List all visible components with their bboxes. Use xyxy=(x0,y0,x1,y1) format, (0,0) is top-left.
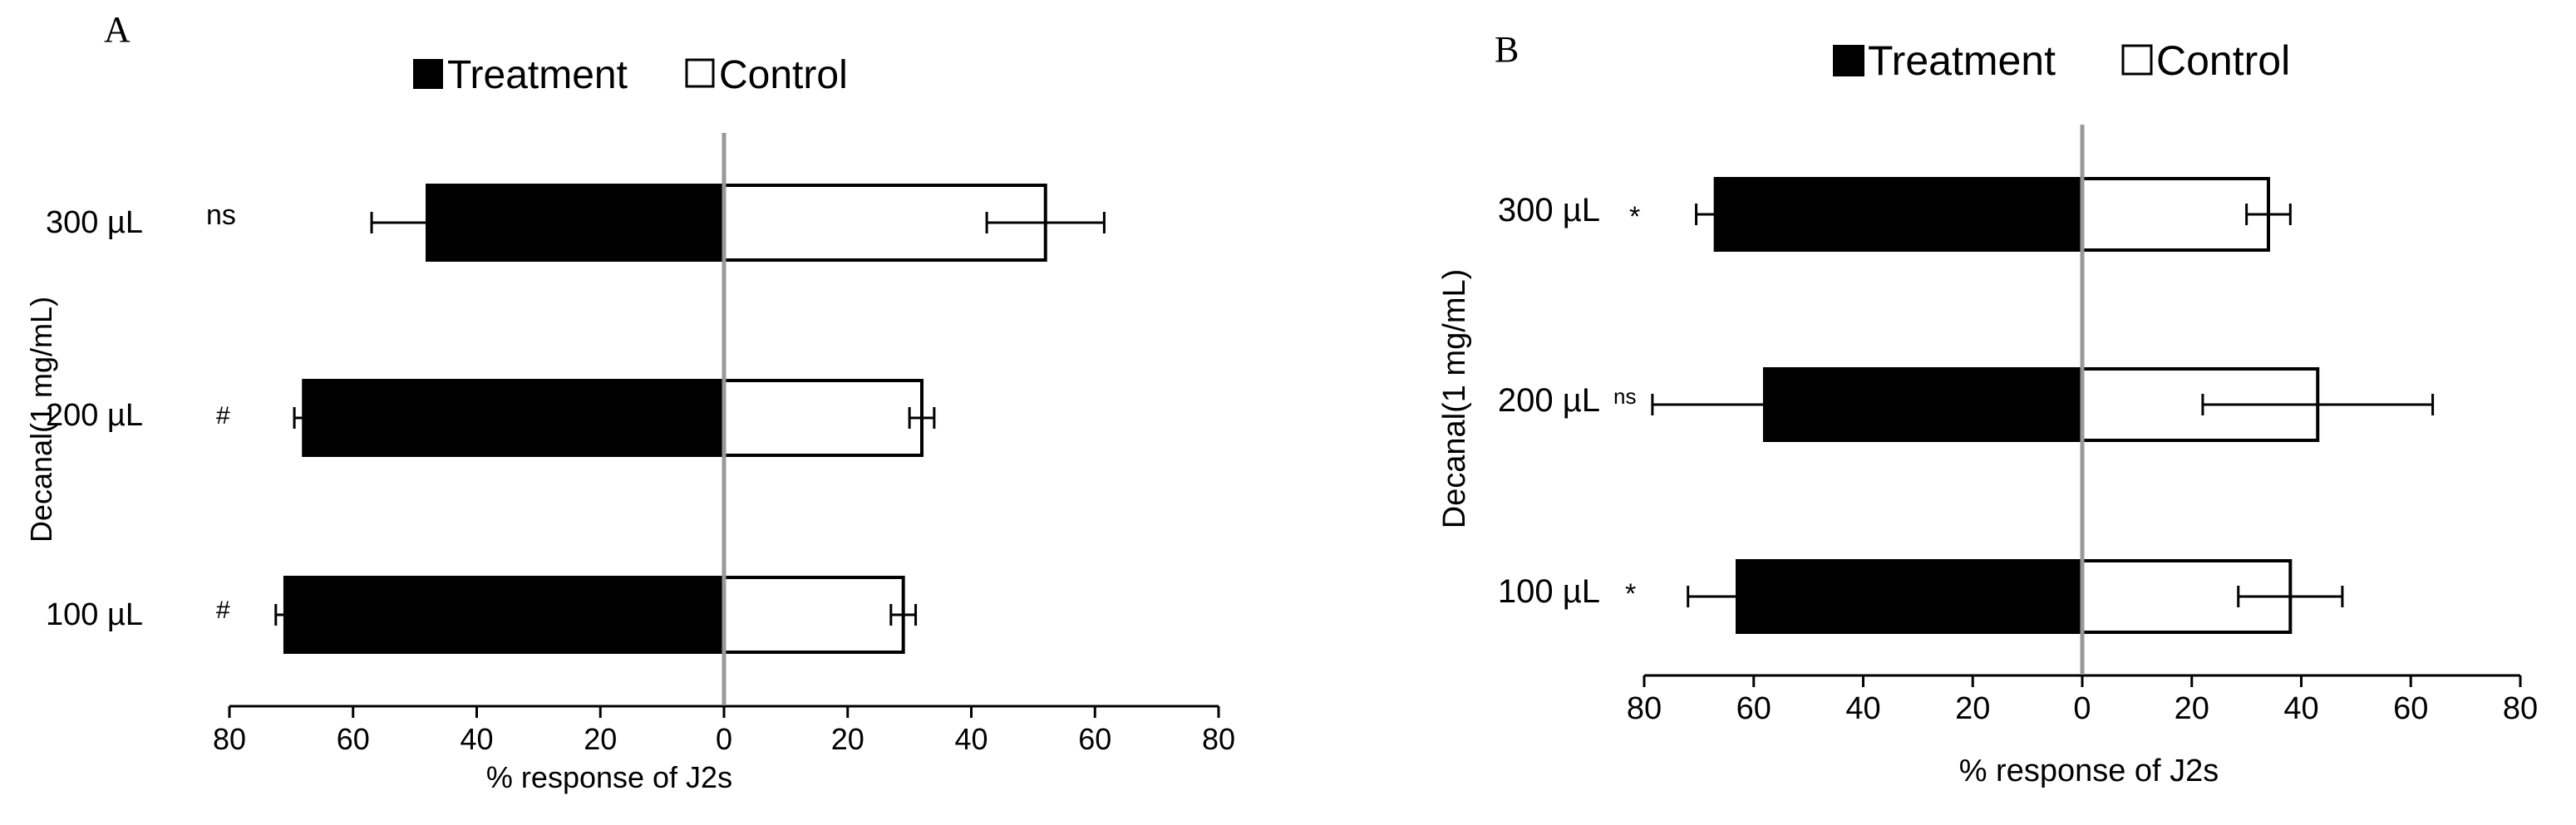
x-tick-label: 60 xyxy=(1736,691,1771,726)
control-bar xyxy=(722,379,924,457)
x-tick-label: 40 xyxy=(954,722,988,756)
x-tick-label: 80 xyxy=(1627,691,1662,726)
significance-label: * xyxy=(1625,578,1636,610)
panel-a-significance: ns # # xyxy=(206,199,236,624)
panel-a-plot: 80 60 40 20 0 20 40 60 80 xyxy=(213,133,1235,756)
panel-b-letter: B xyxy=(1495,29,1519,70)
legend-treatment-swatch xyxy=(1833,45,1864,76)
treatment-bar xyxy=(302,379,726,457)
significance-label: * xyxy=(1629,201,1640,233)
x-tick-label: 20 xyxy=(584,722,617,756)
x-tick-label: 80 xyxy=(2503,691,2538,726)
x-tick-label: 60 xyxy=(337,722,370,756)
x-tick-label: 20 xyxy=(831,722,864,756)
panel-a: A Treatment Control Decanal(1 mg/mL) 300… xyxy=(24,9,1235,794)
category-label: 100 µL xyxy=(46,597,143,632)
x-tick-label: 0 xyxy=(2073,691,2091,726)
panel-b-plot: 80 60 40 20 0 20 40 60 80 xyxy=(1627,125,2538,726)
category-label: 300 µL xyxy=(1498,192,1600,228)
panel-b-ylabel: Decanal(1 mg/mL) xyxy=(1437,269,1472,529)
x-tick-label: 40 xyxy=(2283,691,2318,726)
panel-b-xlabel: % response of J2s xyxy=(1959,754,2219,788)
x-tick-label: 20 xyxy=(1955,691,1990,726)
x-tick-label: 60 xyxy=(1078,722,1111,756)
legend-control-label: Control xyxy=(2156,37,2290,84)
legend-control-label: Control xyxy=(719,53,848,97)
significance-label: # xyxy=(216,597,230,624)
category-label: 200 µL xyxy=(1498,382,1600,419)
panel-b-significance: * ns * xyxy=(1613,201,1640,610)
treatment-bar xyxy=(1735,559,2085,634)
legend-control-swatch xyxy=(2121,44,2153,76)
x-tick-label: 0 xyxy=(716,722,732,756)
x-tick-label: 80 xyxy=(213,722,246,756)
legend-control-swatch xyxy=(685,58,715,88)
significance-label: ns xyxy=(1613,384,1636,409)
panel-a-category-labels: 300 µL 200 µL 100 µL xyxy=(46,205,143,632)
legend-treatment-label: Treatment xyxy=(1868,37,2056,84)
category-label: 200 µL xyxy=(46,398,143,433)
panel-a-ylabel: Decanal(1 mg/mL) xyxy=(24,297,58,543)
x-tick-label: 80 xyxy=(1202,722,1235,756)
x-tick-label: 60 xyxy=(2393,691,2428,726)
panel-b-legend: Treatment Control xyxy=(1833,37,2290,84)
category-label: 300 µL xyxy=(46,205,143,240)
x-tick-label: 40 xyxy=(460,722,493,756)
legend-treatment-label: Treatment xyxy=(447,53,628,97)
treatment-bar xyxy=(1713,177,2084,252)
panel-a-legend: Treatment Control xyxy=(413,53,848,97)
panel-a-xlabel: % response of J2s xyxy=(486,760,732,794)
significance-label: ns xyxy=(206,199,236,231)
category-label: 100 µL xyxy=(1498,573,1600,610)
significance-label: # xyxy=(216,402,230,430)
panel-b-category-labels: 300 µL 200 µL 100 µL xyxy=(1498,192,1600,610)
treatment-bar xyxy=(283,576,726,654)
panel-b: B Treatment Control Decanal(1 mg/mL) 300… xyxy=(1437,29,2538,788)
x-tick-label: 40 xyxy=(1845,691,1880,726)
control-bar xyxy=(722,576,905,654)
x-tick-label: 20 xyxy=(2175,691,2209,726)
panel-a-letter: A xyxy=(104,9,131,50)
control-bar xyxy=(2081,177,2270,252)
legend-treatment-swatch xyxy=(413,59,443,89)
